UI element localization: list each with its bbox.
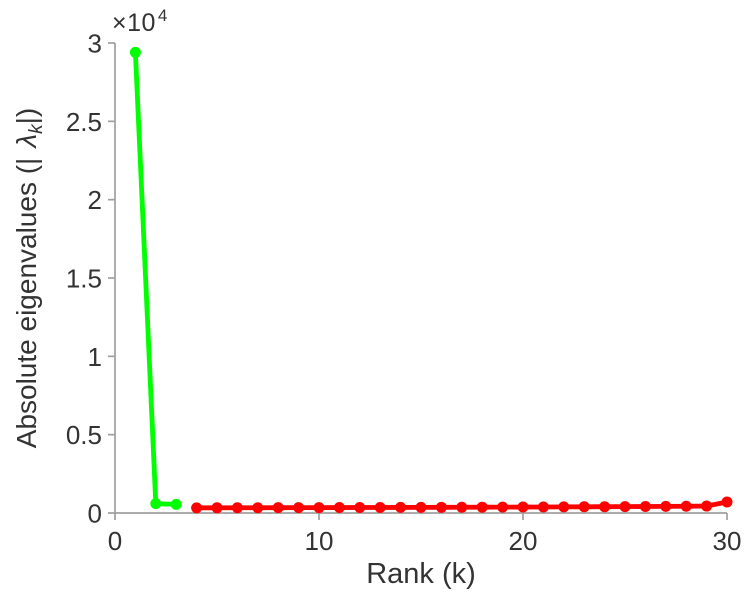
y-tick-label: 2: [88, 185, 102, 215]
data-point-marker: [211, 502, 223, 514]
data-point-marker: [231, 502, 243, 514]
data-point-marker: [619, 501, 631, 513]
data-point-marker: [456, 501, 468, 513]
x-axis-label: Rank (k): [366, 558, 476, 590]
x-tick-label: 0: [108, 526, 122, 556]
data-point-marker: [701, 500, 713, 512]
lambda-subscript: k: [26, 124, 47, 134]
y-axis-exponent: ×10 4: [112, 6, 168, 38]
x-tick-label: 20: [509, 526, 538, 556]
data-point-marker: [395, 501, 407, 513]
y-tick-label: 2.5: [66, 107, 102, 137]
data-point-marker: [150, 498, 162, 510]
y-tick-label: 1: [88, 342, 102, 372]
series-leading-eigenvalues-green: [129, 46, 182, 510]
data-point-marker: [517, 501, 529, 513]
y-axis-label-suffix: |): [11, 107, 42, 125]
data-point-marker: [191, 502, 203, 514]
y-tick-label: 0: [88, 499, 102, 529]
y-axis-label-prefix: Absolute eigenvalues (|: [11, 157, 42, 449]
axis-spines: [114, 43, 727, 514]
data-point-marker: [578, 501, 590, 513]
series-line-leading-eigenvalues-green: [132, 50, 179, 507]
y-tick-label: 0.5: [66, 420, 102, 450]
data-point-marker: [660, 500, 672, 512]
data-point-marker: [639, 500, 651, 512]
data-point-marker: [313, 502, 325, 514]
data-point-marker: [374, 501, 386, 513]
data-point-marker: [252, 502, 264, 514]
data-point-marker: [558, 501, 570, 513]
exponent-power: 4: [157, 6, 168, 25]
y-tick-label: 3: [88, 29, 102, 59]
data-point-marker: [170, 498, 182, 510]
data-point-marker: [333, 502, 345, 514]
data-point-marker: [680, 500, 692, 512]
data-point-marker: [293, 502, 305, 514]
data-point-marker: [435, 501, 447, 513]
data-point-marker: [537, 501, 549, 513]
data-point-marker: [354, 502, 366, 514]
series-tail-eigenvalues-red: [191, 496, 733, 514]
data-point-marker: [129, 46, 141, 58]
data-point-marker: [599, 501, 611, 513]
data-point-marker: [497, 501, 509, 513]
y-tick-label: 1.5: [66, 264, 102, 294]
data-point-marker: [415, 501, 427, 513]
lambda-symbol: λ: [11, 133, 42, 148]
x-tick-label: 30: [713, 526, 742, 556]
x-tick-label: 10: [305, 526, 334, 556]
y-axis-label: Absolute eigenvalues (| λk|): [11, 107, 47, 449]
data-point-marker: [272, 502, 284, 514]
exponent-base: ×10: [112, 9, 156, 37]
data-point-marker: [721, 496, 733, 508]
data-point-marker: [476, 501, 488, 513]
